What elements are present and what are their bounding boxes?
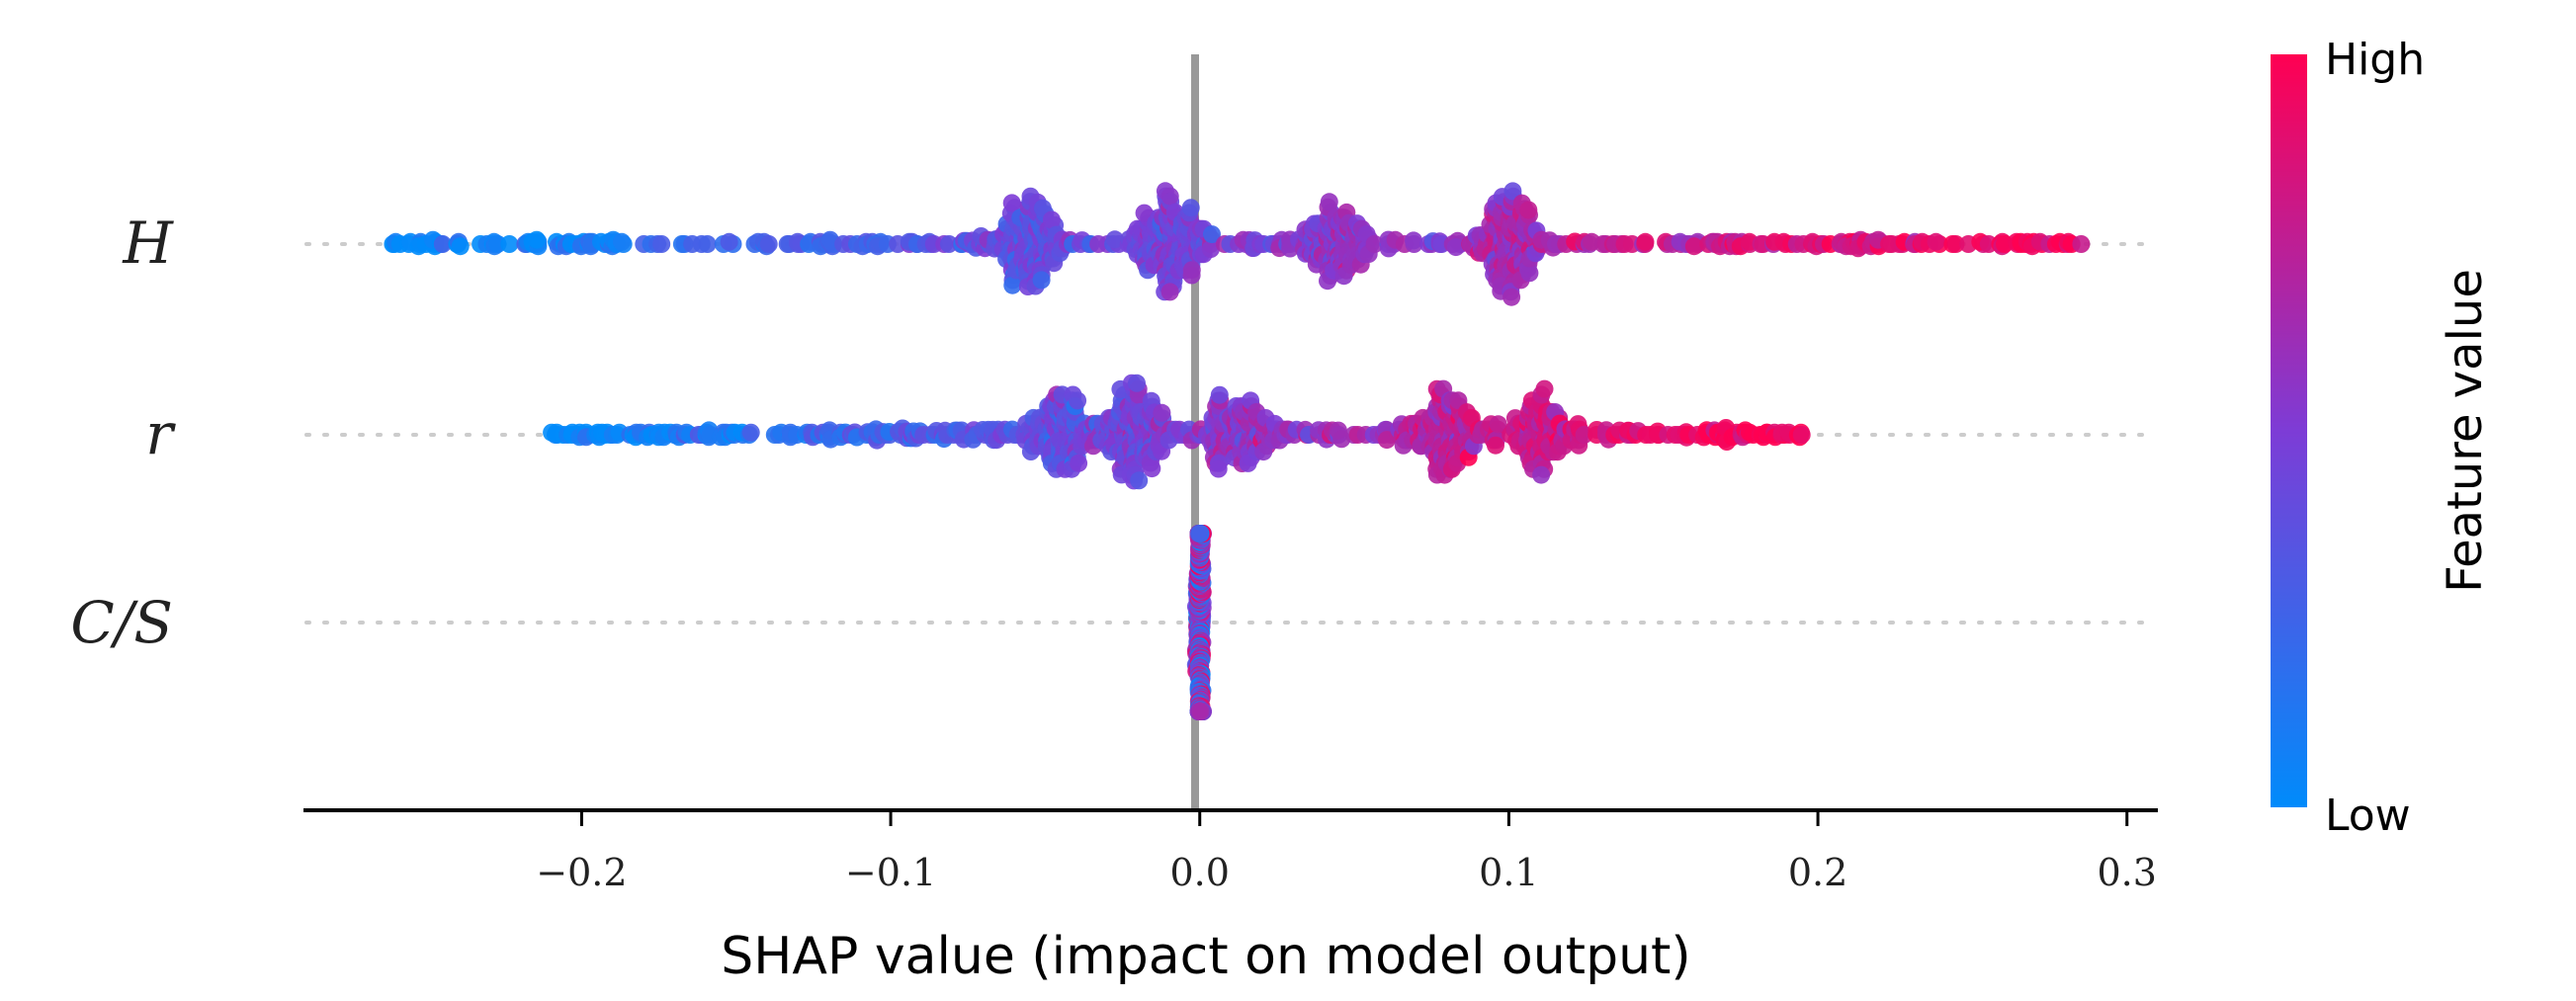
x-tick-label: 0.1 (1479, 851, 1538, 894)
shap-point (433, 235, 452, 253)
shap-point (451, 237, 470, 256)
shap-point (1365, 235, 1384, 253)
shap-point (1181, 199, 1200, 217)
shap-point (1070, 454, 1088, 472)
shap-point (1160, 283, 1179, 301)
shap-point (698, 235, 717, 253)
shap-point (1135, 204, 1154, 222)
feature-labels: H r C/S (70, 209, 176, 656)
shap-point (1130, 471, 1149, 490)
shap-point (1203, 225, 1221, 244)
colorbar-title: Feature value (2438, 269, 2493, 593)
shap-point (1209, 459, 1228, 478)
shap-point (500, 235, 519, 253)
shap-point (1792, 426, 1811, 444)
x-tick-label: 0.3 (2098, 851, 2157, 894)
shap-point (1489, 415, 1507, 434)
feature-label-h: H (122, 209, 174, 277)
shap-point (1042, 210, 1061, 229)
feature-label-r: r (145, 400, 176, 467)
colorbar-high-label: High (2325, 35, 2425, 85)
x-tick-label: −0.1 (845, 851, 936, 894)
shap-point (1069, 391, 1087, 410)
shap-point (1210, 385, 1229, 404)
shap-point (1446, 238, 1465, 257)
shap-point (1182, 266, 1201, 285)
colorbar: High Low Feature value (2271, 35, 2493, 841)
shap-point (1946, 235, 1965, 253)
shap-point (1487, 436, 1504, 455)
x-axis: −0.2 −0.1 0.0 0.1 0.2 0.3 SHAP value (impact … (303, 808, 2158, 986)
shap-point (1519, 201, 1538, 219)
shap-point (2072, 235, 2091, 253)
shap-point (1128, 374, 1146, 392)
shap-point (1032, 271, 1051, 290)
shap-point (1405, 231, 1422, 250)
shap-point (1105, 230, 1124, 249)
x-tick-label: −0.2 (536, 851, 627, 894)
shap-point (1927, 232, 1945, 251)
points-layer (384, 182, 2091, 720)
shap-point (1535, 379, 1554, 398)
shap-point (1201, 240, 1220, 258)
x-tick-label: 0.2 (1788, 851, 1847, 894)
shap-point (720, 232, 738, 251)
shap-point (759, 235, 778, 253)
colorbar-gradient (2271, 54, 2307, 807)
shap-point (1190, 525, 1208, 542)
colorbar-low-label: Low (2325, 791, 2411, 841)
shap-point (1520, 264, 1539, 283)
feature-label-cs: C/S (70, 589, 173, 656)
x-tick-label: 0.0 (1170, 851, 1230, 894)
shap-point (1003, 276, 1022, 294)
shap-point (652, 235, 671, 253)
shap-point (1503, 288, 1521, 306)
shap-point (1002, 194, 1021, 212)
x-axis-title: SHAP value (impact on model output) (721, 927, 1690, 986)
shap-point (1320, 193, 1338, 211)
shap-point (527, 230, 546, 249)
shap-point (1191, 703, 1210, 720)
shap-point (1160, 187, 1179, 206)
x-ticks: −0.2 −0.1 0.0 0.1 0.2 0.3 (536, 810, 2157, 894)
shap-point (1532, 465, 1551, 484)
shap-point (1503, 182, 1522, 201)
shap-point (1153, 403, 1171, 422)
shap-point (741, 423, 760, 442)
shap-point (1636, 232, 1655, 251)
shap-point (1143, 459, 1161, 478)
shap-point (1684, 237, 1703, 256)
shap-point (613, 232, 631, 251)
